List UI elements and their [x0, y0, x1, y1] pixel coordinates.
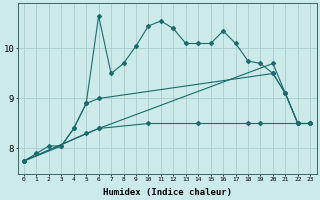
- X-axis label: Humidex (Indice chaleur): Humidex (Indice chaleur): [103, 188, 232, 197]
